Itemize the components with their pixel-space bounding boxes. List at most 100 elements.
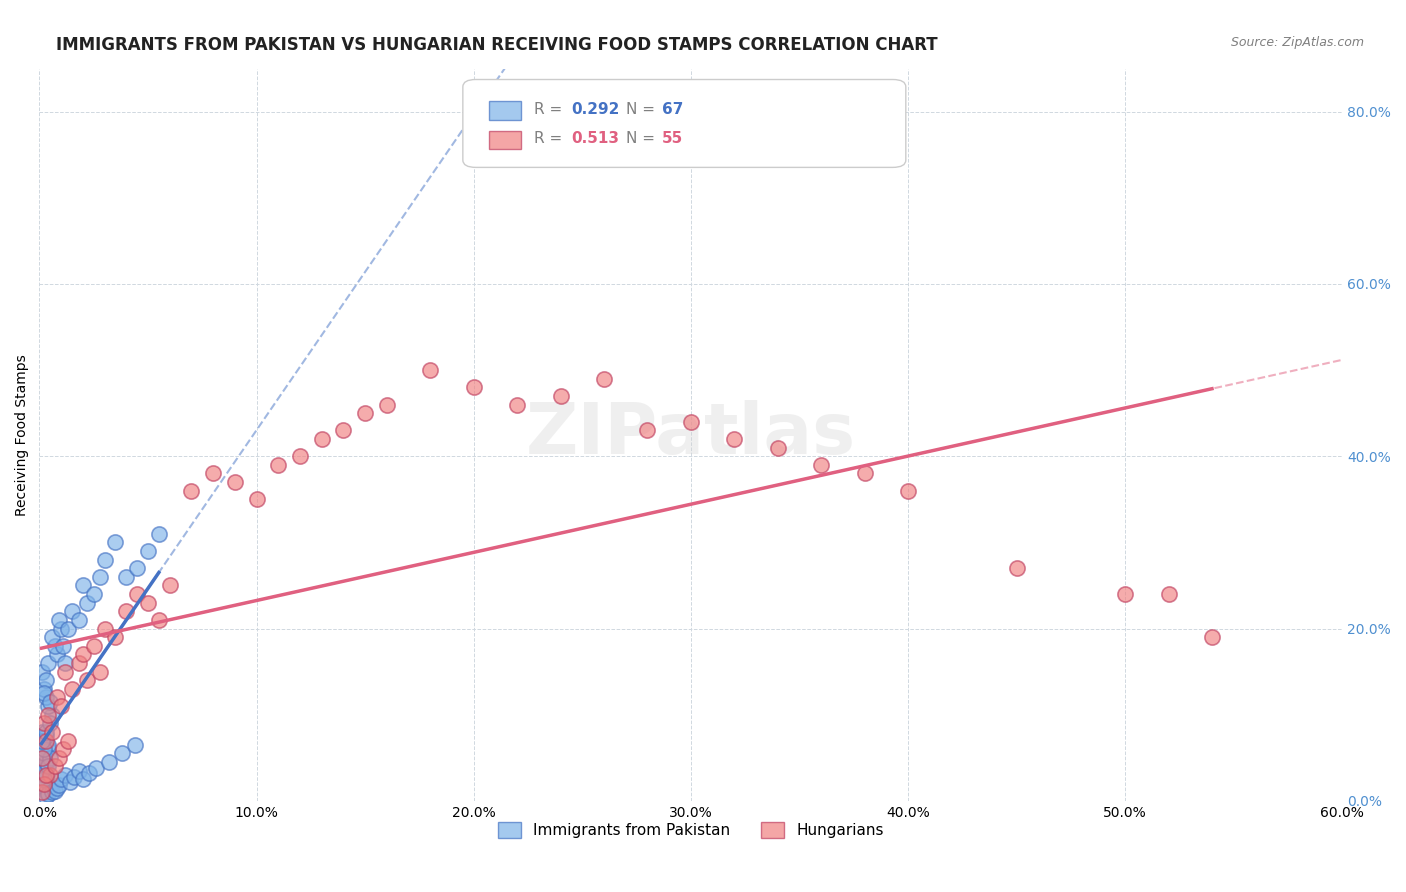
Point xyxy=(31,733,53,747)
Point xyxy=(41,725,63,739)
Point xyxy=(31,665,53,679)
Point xyxy=(52,639,75,653)
Point xyxy=(93,552,115,566)
Point xyxy=(31,733,53,747)
Point xyxy=(159,578,181,592)
Point xyxy=(83,587,105,601)
Point xyxy=(39,768,62,782)
Point xyxy=(60,681,83,696)
Point xyxy=(506,398,529,412)
Point xyxy=(67,613,90,627)
Point xyxy=(45,780,67,795)
Point xyxy=(267,458,290,472)
Text: Source: ZipAtlas.com: Source: ZipAtlas.com xyxy=(1230,36,1364,49)
Point xyxy=(148,613,170,627)
Text: N =: N = xyxy=(626,131,659,146)
Point xyxy=(104,535,127,549)
Point xyxy=(37,656,59,670)
Point xyxy=(35,690,58,705)
Point xyxy=(148,526,170,541)
Point xyxy=(49,622,72,636)
Point xyxy=(37,759,59,773)
Point xyxy=(679,415,702,429)
Point xyxy=(1201,630,1223,644)
Point xyxy=(52,742,75,756)
Point xyxy=(37,742,59,756)
FancyBboxPatch shape xyxy=(489,102,522,120)
Point xyxy=(63,770,86,784)
Point xyxy=(45,690,67,705)
Point xyxy=(897,483,920,498)
Point xyxy=(136,596,159,610)
Point xyxy=(32,772,55,787)
Point xyxy=(354,406,377,420)
Point xyxy=(44,759,66,773)
Point xyxy=(89,665,111,679)
Point xyxy=(32,742,55,756)
Point xyxy=(55,656,77,670)
Point xyxy=(72,578,94,592)
Point xyxy=(39,780,62,795)
Point xyxy=(136,544,159,558)
Point xyxy=(111,747,134,761)
Point xyxy=(32,777,55,791)
Point xyxy=(115,570,138,584)
Point xyxy=(55,768,77,782)
Point xyxy=(72,772,94,787)
Point xyxy=(93,622,115,636)
Point xyxy=(115,604,138,618)
Point xyxy=(35,789,58,804)
Point xyxy=(41,785,63,799)
Point xyxy=(31,725,53,739)
Point xyxy=(550,389,572,403)
Point xyxy=(419,363,441,377)
Point xyxy=(76,673,98,688)
Point xyxy=(56,622,79,636)
Point xyxy=(224,475,246,489)
Point xyxy=(49,699,72,714)
Point xyxy=(41,630,63,644)
Point xyxy=(56,733,79,747)
Point xyxy=(35,733,58,747)
Text: IMMIGRANTS FROM PAKISTAN VS HUNGARIAN RECEIVING FOOD STAMPS CORRELATION CHART: IMMIGRANTS FROM PAKISTAN VS HUNGARIAN RE… xyxy=(56,36,938,54)
Point xyxy=(32,751,55,765)
Point xyxy=(49,772,72,787)
Point xyxy=(44,783,66,797)
Point xyxy=(76,596,98,610)
Point xyxy=(853,467,876,481)
Point xyxy=(79,766,101,780)
Y-axis label: Receiving Food Stamps: Receiving Food Stamps xyxy=(15,354,30,516)
Point xyxy=(127,561,149,575)
Point xyxy=(32,716,55,731)
Text: 0.513: 0.513 xyxy=(571,131,619,146)
Point xyxy=(48,778,70,792)
Text: 67: 67 xyxy=(662,102,683,117)
Point xyxy=(39,695,62,709)
Point xyxy=(37,699,59,714)
FancyBboxPatch shape xyxy=(463,79,905,168)
Point xyxy=(67,764,90,778)
Point xyxy=(810,458,832,472)
Point xyxy=(31,764,53,778)
Point xyxy=(39,751,62,765)
Point xyxy=(37,787,59,801)
Point xyxy=(245,492,267,507)
Point xyxy=(202,467,225,481)
Point xyxy=(593,372,616,386)
Point xyxy=(288,449,311,463)
Point xyxy=(1157,587,1180,601)
Point xyxy=(83,639,105,653)
Point xyxy=(35,755,58,769)
Text: 55: 55 xyxy=(662,131,683,146)
Point xyxy=(463,380,485,394)
Point xyxy=(35,729,58,743)
Text: N =: N = xyxy=(626,102,659,117)
Point xyxy=(55,665,77,679)
Point xyxy=(41,707,63,722)
Text: R =: R = xyxy=(534,102,568,117)
Point xyxy=(127,587,149,601)
Point xyxy=(48,613,70,627)
Point xyxy=(32,747,55,761)
Point xyxy=(766,441,789,455)
Point xyxy=(104,630,127,644)
